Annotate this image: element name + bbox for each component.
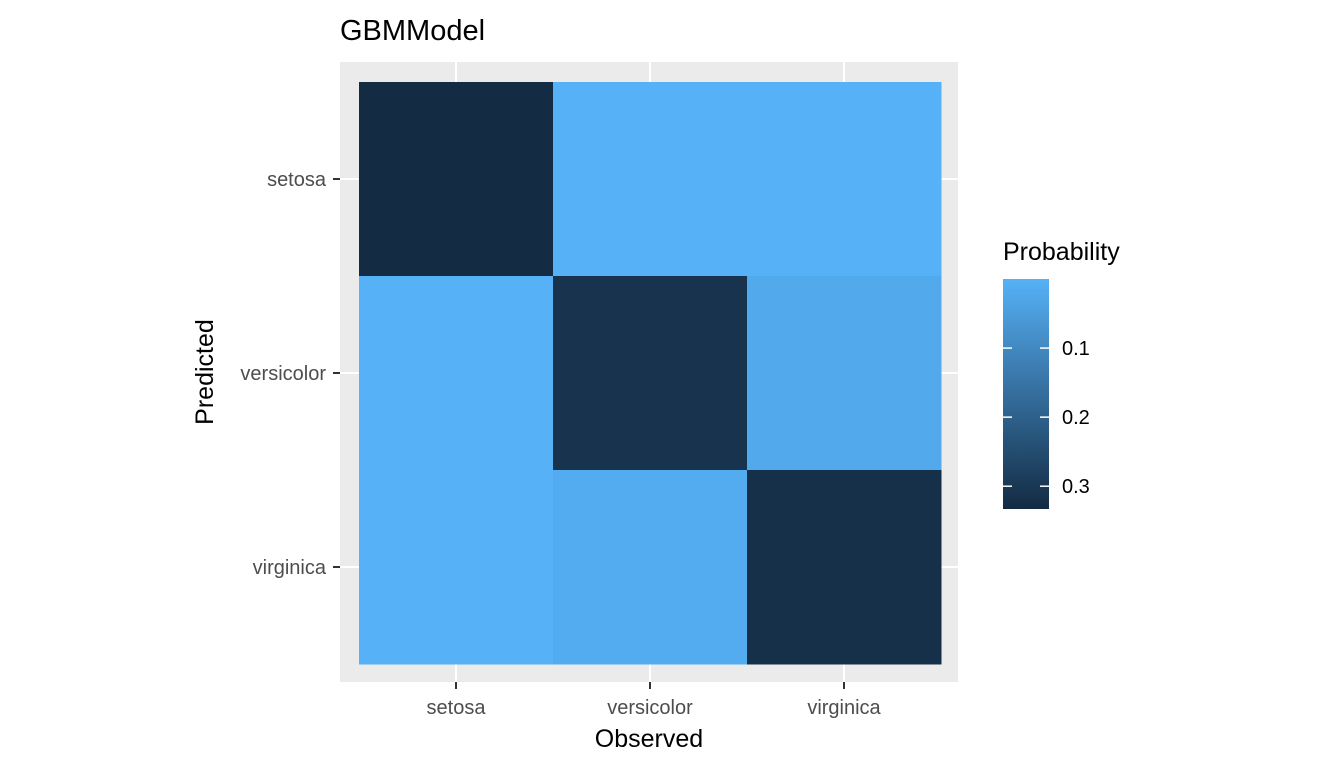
heatmap-cell-versicolor-versicolor — [553, 276, 748, 471]
y-tick-label-virginica: virginica — [253, 557, 327, 579]
heatmap-cell-virginica-setosa — [359, 470, 554, 665]
legend: Probability 0.1 0.2 0.3 — [1003, 238, 1120, 509]
x-tick-label-virginica: virginica — [807, 697, 881, 719]
chart-title: GBMModel — [340, 15, 485, 47]
x-tick-label-versicolor: versicolor — [607, 697, 693, 719]
legend-tick-label: 0.2 — [1062, 407, 1090, 429]
heatmap-cell-setosa-versicolor — [553, 82, 748, 277]
x-tick-label-setosa: setosa — [427, 697, 487, 719]
heatmap-cell-virginica-versicolor — [553, 470, 748, 665]
legend-title: Probability — [1003, 238, 1120, 266]
x-axis: setosa versicolor virginica — [427, 682, 882, 719]
legend-tick-label: 0.3 — [1062, 476, 1090, 498]
heatmap-cell-virginica-virginica — [747, 470, 942, 665]
heatmap-cell-versicolor-virginica — [747, 276, 942, 471]
y-axis-title: Predicted — [191, 319, 219, 425]
heatmap-cell-setosa-setosa — [359, 82, 554, 277]
legend-color-bar — [1003, 279, 1049, 509]
legend-ticks: 0.1 0.2 0.3 — [1003, 338, 1090, 498]
y-tick-label-setosa: setosa — [267, 169, 327, 191]
y-tick-label-versicolor: versicolor — [240, 363, 326, 385]
y-axis: setosa versicolor virginica — [240, 169, 340, 579]
legend-tick-label: 0.1 — [1062, 338, 1090, 360]
x-axis-title: Observed — [595, 725, 703, 753]
heatmap-cell-versicolor-setosa — [359, 276, 554, 471]
heatmap-cell-setosa-virginica — [747, 82, 942, 277]
heatmap-cells — [359, 82, 942, 665]
